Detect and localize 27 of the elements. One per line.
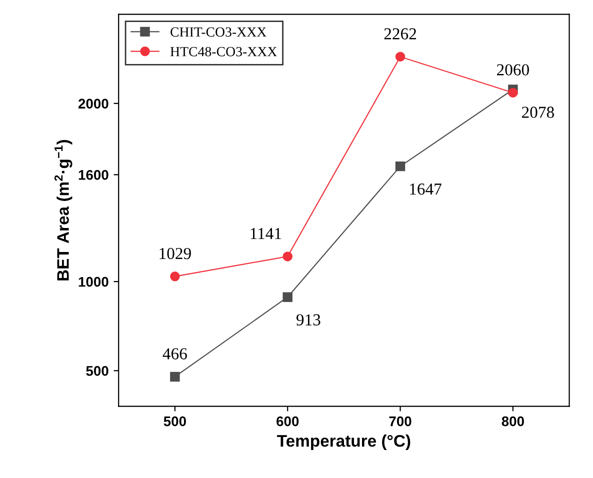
x-tick-label: 800 [502,416,524,426]
y-axis-title: BET Area (m$^{2}$·g$^{−1}$) [54,140,72,280]
legend-label: CHIT-CO3-XXX [170,27,266,37]
point [282,292,292,302]
x-tick-label: 700 [389,416,412,426]
data-label: 2078 [522,106,554,118]
data-label: 1141 [250,228,282,240]
point [282,252,292,262]
data-label: 1647 [410,184,442,195]
x-axis-title: Temperature (°C) [277,434,410,450]
point [508,88,518,98]
data-label: 466 [162,348,187,360]
point [395,52,406,62]
point [170,372,180,382]
x-tick-label: 500 [164,416,186,426]
legend-label: HTC48-CO3-XXX [170,46,277,56]
point [170,272,180,282]
data-label: 2262 [384,28,416,40]
y-tick-label: 1600 [78,170,108,180]
data-label: 913 [296,314,320,326]
x-tick-label: 600 [276,416,299,426]
y-tick-label: 500 [86,366,108,376]
y-tick-label: 1000 [78,276,108,287]
data-label: 2060 [497,64,529,76]
data-label: 1029 [160,248,191,260]
y-tick-label: 2000 [78,98,108,109]
point [395,161,406,172]
